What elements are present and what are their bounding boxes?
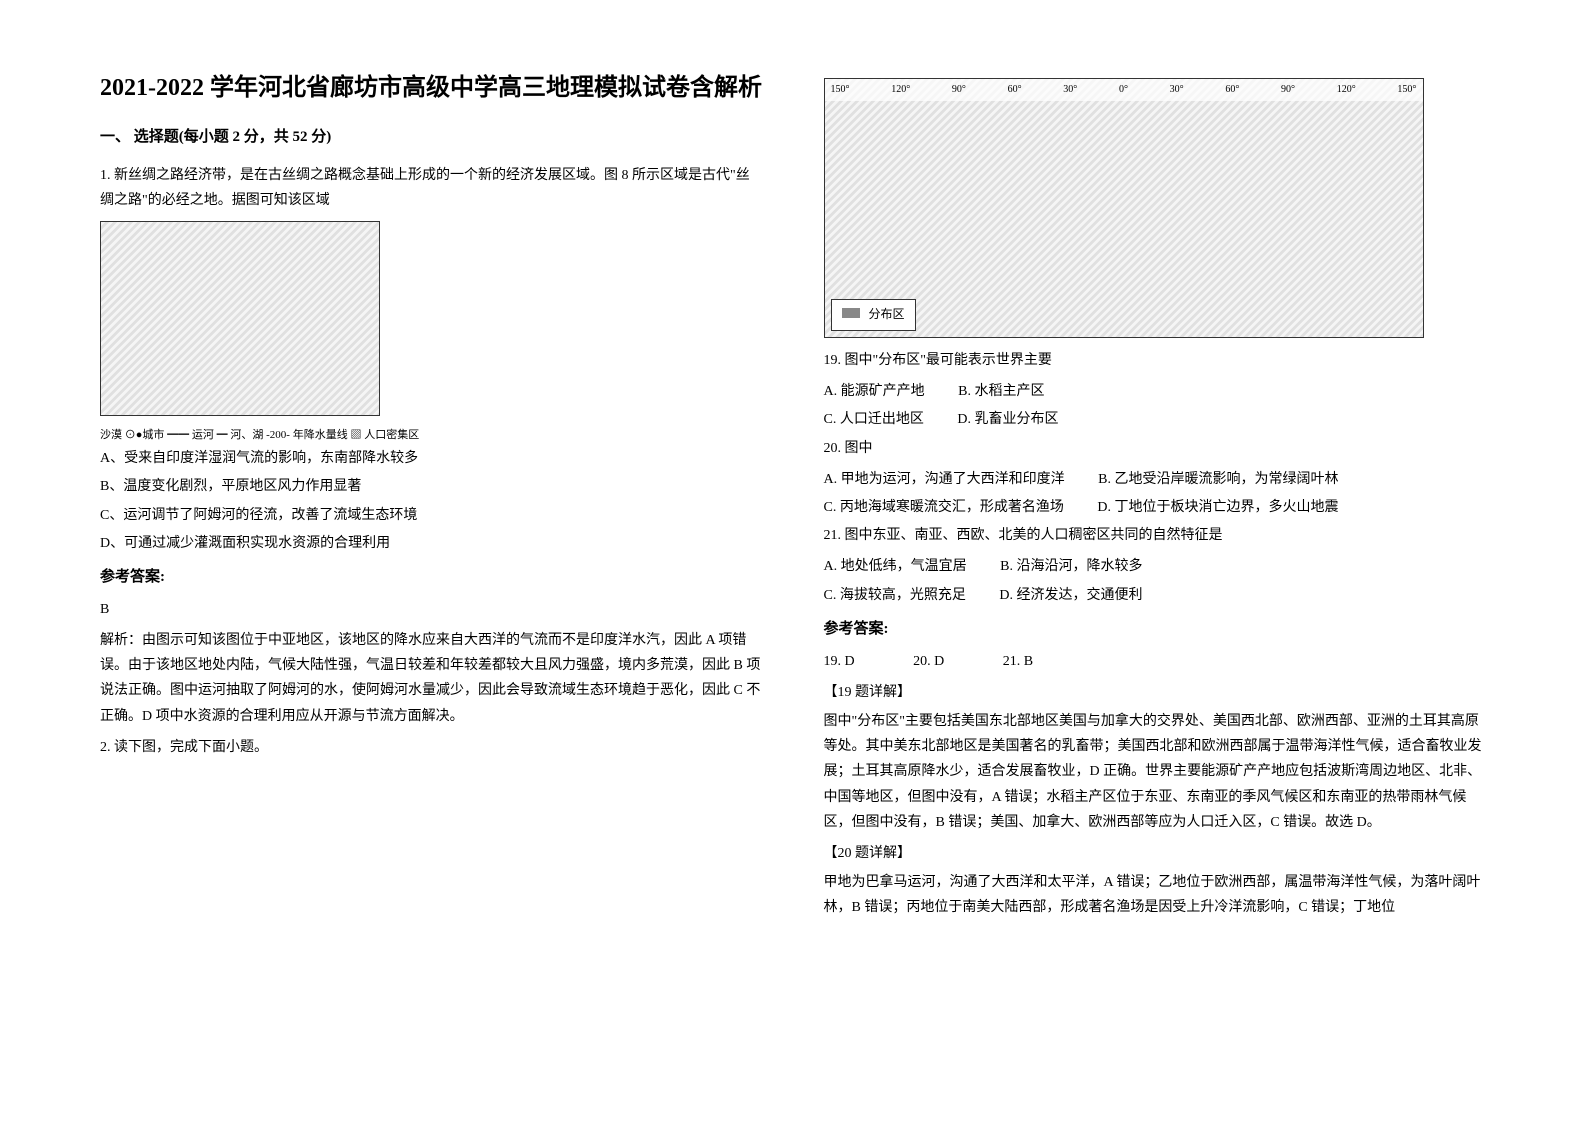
legend-label: 分布区	[869, 307, 905, 321]
section-1-header: 一、 选择题(每小题 2 分，共 52 分)	[100, 124, 764, 151]
answer-21: 21. B	[1003, 649, 1033, 674]
detail20-header: 【20 题详解】	[824, 841, 1488, 866]
lon-label: 120°	[891, 81, 910, 99]
q1-map-figure	[100, 221, 380, 416]
q1-option-a: A、受来自印度洋湿润气流的影响，东南部降水较多	[100, 446, 764, 471]
lon-label: 30°	[1170, 81, 1184, 99]
q1-option-c: C、运河调节了阿姆河的径流，改善了流域生态环境	[100, 503, 764, 528]
answer-20: 20. D	[913, 649, 944, 674]
lon-label: 0°	[1119, 81, 1128, 99]
q1-option-b: B、温度变化剧烈，平原地区风力作用显著	[100, 474, 764, 499]
answer-19: 19. D	[824, 649, 855, 674]
q1-stem: 1. 新丝绸之路经济带，是在古丝绸之路概念基础上形成的一个新的经济发展区域。图 …	[100, 163, 764, 213]
q20-option-c: C. 丙地海域寒暖流交汇，形成著名渔场	[824, 495, 1064, 520]
q21-option-a: A. 地处低纬，气温宜居	[824, 554, 967, 579]
page-title: 2021-2022 学年河北省廊坊市高级中学高三地理模拟试卷含解析	[100, 70, 764, 106]
q20-option-a: A. 甲地为运河，沟通了大西洋和印度洋	[824, 467, 1065, 492]
q19-option-d: D. 乳畜业分布区	[957, 407, 1058, 432]
q2-stem: 2. 读下图，完成下面小题。	[100, 735, 764, 760]
q21-option-b: B. 沿海沿河，降水较多	[1000, 554, 1142, 579]
answers2-label: 参考答案:	[824, 616, 1488, 643]
q21-options-row1: A. 地处低纬，气温宜居 B. 沿海沿河，降水较多	[824, 554, 1488, 579]
q20-stem: 20. 图中	[824, 436, 1488, 461]
q19-options-row1: A. 能源矿产产地 B. 水稻主产区	[824, 379, 1488, 404]
detail20-text: 甲地为巴拿马运河，沟通了大西洋和太平洋，A 错误；乙地位于欧洲西部，属温带海洋性…	[824, 870, 1488, 920]
q21-options-row2: C. 海拔较高，光照充足 D. 经济发达，交通便利	[824, 583, 1488, 608]
q20-options-row1: A. 甲地为运河，沟通了大西洋和印度洋 B. 乙地受沿岸暖流影响，为常绿阔叶林	[824, 467, 1488, 492]
q19-option-b: B. 水稻主产区	[958, 379, 1044, 404]
lon-label: 30°	[1063, 81, 1077, 99]
lon-label: 150°	[1397, 81, 1416, 99]
q21-option-c: C. 海拔较高，光照充足	[824, 583, 966, 608]
q19-option-a: A. 能源矿产产地	[824, 379, 925, 404]
detail19-header: 【19 题详解】	[824, 680, 1488, 705]
q2-world-map: 150° 120° 90° 60° 30° 0° 30° 60° 90° 120…	[824, 78, 1424, 338]
map-longitude-labels: 150° 120° 90° 60° 30° 0° 30° 60° 90° 120…	[825, 79, 1423, 101]
q1-option-d: D、可通过减少灌溉面积实现水资源的合理利用	[100, 531, 764, 556]
q1-answer-label: 参考答案:	[100, 564, 764, 591]
q19-option-c: C. 人口迁出地区	[824, 407, 924, 432]
lon-label: 60°	[1008, 81, 1022, 99]
q20-option-b: B. 乙地受沿岸暖流影响，为常绿阔叶林	[1098, 467, 1338, 492]
q21-option-d: D. 经济发达，交通便利	[999, 583, 1142, 608]
q1-explanation: 解析：由图示可知该图位于中亚地区，该地区的降水应来自大西洋的气流而不是印度洋水汽…	[100, 628, 764, 729]
detail19-text: 图中"分布区"主要包括美国东北部地区美国与加拿大的交界处、美国西北部、欧洲西部、…	[824, 709, 1488, 835]
q1-answer: B	[100, 597, 764, 622]
lon-label: 90°	[952, 81, 966, 99]
lon-label: 60°	[1225, 81, 1239, 99]
lon-label: 90°	[1281, 81, 1295, 99]
q19-options-row2: C. 人口迁出地区 D. 乳畜业分布区	[824, 407, 1488, 432]
q1-map-caption: 沙漠 ⊙●城市 ━━ 运河 ━ 河、湖 -200- 年降水量线 ▨ 人口密集区	[100, 426, 764, 446]
legend-swatch	[842, 308, 860, 318]
lon-label: 150°	[831, 81, 850, 99]
q20-option-d: D. 丁地位于板块消亡边界，多火山地震	[1097, 495, 1338, 520]
q21-stem: 21. 图中东亚、南亚、西欧、北美的人口稠密区共同的自然特征是	[824, 523, 1488, 548]
q20-options-row2: C. 丙地海域寒暖流交汇，形成著名渔场 D. 丁地位于板块消亡边界，多火山地震	[824, 495, 1488, 520]
map-legend: 分布区	[831, 299, 916, 331]
answers2-row: 19. D 20. D 21. B	[824, 649, 1488, 674]
q19-stem: 19. 图中"分布区"最可能表示世界主要	[824, 348, 1488, 373]
lon-label: 120°	[1337, 81, 1356, 99]
